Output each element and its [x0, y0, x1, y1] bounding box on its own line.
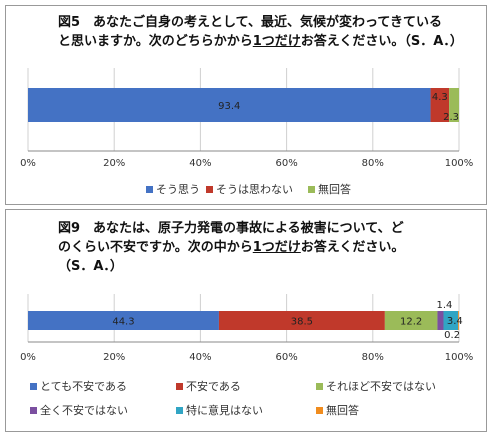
data-label: 93.4 [218, 101, 240, 112]
bar-segment [437, 311, 444, 330]
bar-segment [430, 88, 450, 122]
chart-svg-fig5: 0% 20% 40% 60% 80% 100% 93.4 4.3 2.3 [20, 68, 474, 169]
legend-item: 無回答 [308, 181, 351, 197]
chart-title: 図9 あなたは、原子力発電の事故による被害について、ど のくらい不安ですか。次の… [58, 219, 476, 276]
x-tick-label: 0% [20, 158, 36, 169]
data-label: 2.3 [443, 112, 459, 123]
x-tick-label: 100% [445, 158, 474, 169]
x-tick-label: 20% [103, 158, 125, 169]
legend-label: 不安である [186, 380, 241, 393]
x-tick-label: 60% [275, 352, 297, 363]
legend-swatch [308, 185, 315, 193]
chart-title-line1: 図5 あなたご自身の考えとして、最近、気候が変わってきている [58, 15, 442, 30]
legend-item: それほど不安ではない [316, 378, 436, 394]
chart-panel-fig9: 図9 あなたは、原子力発電の事故による被害について、ど のくらい不安ですか。次の… [5, 209, 487, 432]
legend-swatch [30, 382, 37, 390]
legend-item: 不安である [176, 378, 241, 394]
legend-item: 全く不安ではない [30, 402, 128, 418]
legend-swatch [176, 382, 183, 390]
bar-segment [28, 311, 219, 330]
bar-segment [443, 311, 459, 330]
x-tick-label: 0% [20, 352, 36, 363]
x-tick-label: 20% [103, 352, 125, 363]
legend-label: 特に意見はない [186, 404, 263, 417]
data-label: 38.5 [291, 317, 313, 328]
legend-swatch [176, 406, 183, 414]
title-text-a: のくらい不安ですか。次の中から [58, 240, 253, 255]
legend-item: そう思う [146, 181, 200, 197]
data-label: 0.2 [444, 330, 460, 341]
data-label: 1.4 [437, 300, 453, 311]
title-text-b: お答えください。 [300, 240, 405, 255]
legend-swatch [206, 185, 213, 193]
legend-swatch [146, 185, 153, 193]
chart-panel-fig5: 図5 あなたご自身の考えとして、最近、気候が変わってきている と思いますか。次の… [5, 5, 487, 205]
title-underlined: 1つだけ [252, 240, 301, 255]
bar-segment [384, 311, 438, 330]
legend-item: 特に意見はない [176, 402, 263, 418]
x-tick-label: 80% [362, 158, 384, 169]
legend-label: 無回答 [318, 183, 351, 196]
legend-label: それほど不安ではない [326, 380, 436, 393]
bar-segment [449, 88, 459, 122]
legend-label: そう思う [156, 183, 200, 196]
x-tick-label: 40% [189, 352, 211, 363]
chart-title-line2: のくらい不安ですか。次の中から1つだけお答えください。 [58, 238, 476, 257]
data-label: 12.2 [400, 317, 422, 328]
legend-label: 全く不安ではない [40, 404, 128, 417]
title-underlined: 1つだけ [252, 34, 301, 49]
bar-segment [218, 311, 385, 330]
chart-svg-fig9: 0% 20% 40% 60% 80% 100% 44.3 38.5 12.2 1.4 3.4 0.2 [20, 294, 474, 363]
bar-segment [28, 88, 431, 122]
legend-label: 無回答 [326, 404, 359, 417]
data-label: 44.3 [112, 317, 134, 328]
legend-item: そうは思わない [206, 181, 293, 197]
x-tick-label: 100% [445, 352, 474, 363]
x-tick-label: 40% [189, 158, 211, 169]
data-label: 4.3 [432, 92, 448, 103]
legend-swatch [316, 406, 323, 414]
chart-title-line1: 図9 あなたは、原子力発電の事故による被害について、ど [58, 221, 404, 236]
title-text-b: お答えください。（S．A．） [300, 34, 463, 49]
chart-title: 図5 あなたご自身の考えとして、最近、気候が変わってきている と思いますか。次の… [58, 13, 476, 51]
legend-label: そうは思わない [216, 183, 293, 196]
data-label: 3.4 [447, 316, 463, 327]
chart-title-line2: と思いますか。次のどちらかから1つだけお答えください。（S．A．） [58, 32, 476, 51]
legend-item: とても不安である [30, 378, 127, 394]
bar-segment [458, 311, 459, 330]
legend-swatch [316, 382, 323, 390]
legend-label: とても不安である [40, 380, 128, 393]
chart-title-line3: （S．A．） [58, 259, 123, 274]
x-tick-label: 60% [275, 158, 297, 169]
title-text-a: と思いますか。次のどちらかから [58, 34, 253, 49]
legend-item: 無回答 [316, 402, 359, 418]
x-tick-label: 80% [362, 352, 384, 363]
legend-swatch [30, 406, 37, 414]
